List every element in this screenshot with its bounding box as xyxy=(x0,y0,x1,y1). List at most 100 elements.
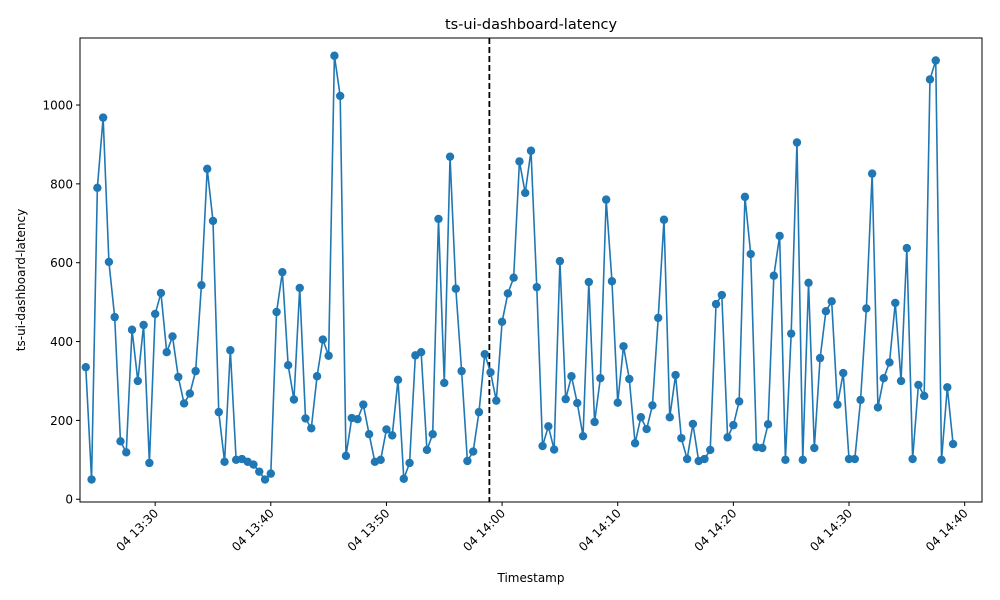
data-point xyxy=(463,456,472,466)
data-point xyxy=(509,273,518,282)
data-point xyxy=(451,284,461,293)
data-point xyxy=(492,396,501,405)
data-point xyxy=(839,368,848,378)
data-point xyxy=(810,443,819,453)
data-point xyxy=(359,400,368,409)
data-point xyxy=(538,441,547,451)
data-point xyxy=(468,447,478,456)
x-tick-label: 04 14:30 xyxy=(807,506,855,554)
data-point xyxy=(434,214,443,224)
data-point xyxy=(127,325,137,334)
data-point xyxy=(81,362,90,372)
x-tick-label: 04 13:50 xyxy=(345,506,393,554)
y-tick-label: 1000 xyxy=(42,99,73,113)
data-point xyxy=(804,278,813,288)
data-point xyxy=(168,332,177,341)
data-point xyxy=(821,307,831,316)
y-tick-label: 0 xyxy=(65,493,73,507)
y-axis-title: ts-ui-dashboard-latency xyxy=(14,209,28,351)
x-axis-title: Timestamp xyxy=(497,571,565,585)
data-point xyxy=(654,313,663,323)
x-tick-label: 04 14:40 xyxy=(923,506,971,554)
data-point xyxy=(729,420,738,430)
data-point xyxy=(445,152,455,161)
data-point xyxy=(382,425,391,434)
data-point xyxy=(301,414,310,423)
data-point xyxy=(116,437,125,446)
data-point xyxy=(393,375,403,384)
data-point xyxy=(925,75,935,84)
data-point xyxy=(220,457,229,466)
data-point xyxy=(948,439,958,449)
data-point xyxy=(584,277,594,287)
data-point xyxy=(341,451,351,461)
data-point xyxy=(474,407,484,417)
data-point xyxy=(156,288,166,298)
data-point xyxy=(648,401,657,410)
data-point xyxy=(671,370,680,380)
data-point xyxy=(260,475,270,484)
data-point xyxy=(850,454,859,464)
data-point xyxy=(515,157,524,166)
x-tick-label: 04 13:30 xyxy=(113,506,161,554)
data-point xyxy=(763,420,773,429)
data-point xyxy=(596,374,605,383)
data-point xyxy=(388,431,397,440)
data-point xyxy=(324,351,333,360)
data-point xyxy=(174,372,183,382)
data-point xyxy=(798,455,807,465)
data-point xyxy=(688,419,698,429)
data-point xyxy=(682,454,692,464)
data-point xyxy=(711,299,721,309)
data-point xyxy=(376,455,385,465)
series-layer xyxy=(81,51,958,484)
data-point xyxy=(203,164,212,174)
data-point xyxy=(867,169,877,178)
data-point xyxy=(145,458,154,468)
data-point xyxy=(98,113,108,122)
data-point xyxy=(283,361,293,370)
data-point xyxy=(440,378,449,388)
data-point xyxy=(578,431,588,441)
data-point xyxy=(549,445,559,454)
data-point xyxy=(885,358,894,367)
data-point xyxy=(769,271,779,280)
data-point xyxy=(607,277,617,286)
data-point xyxy=(896,376,906,386)
data-point xyxy=(919,391,929,401)
data-point xyxy=(943,383,952,392)
data-point xyxy=(827,297,836,306)
data-point xyxy=(208,216,218,226)
data-point xyxy=(139,320,148,330)
x-tick-label: 04 14:10 xyxy=(576,506,624,554)
data-point xyxy=(249,460,258,469)
data-point xyxy=(405,458,414,468)
data-point xyxy=(665,413,674,422)
data-point xyxy=(758,443,767,453)
data-point xyxy=(399,474,408,483)
data-point xyxy=(521,188,530,198)
x-tick-label: 04 14:00 xyxy=(460,506,508,554)
data-point xyxy=(815,353,825,363)
y-axis: 0 200 400 600 800 1000 xyxy=(42,99,80,507)
data-point xyxy=(902,243,912,253)
x-tick-label: 04 14:20 xyxy=(692,506,740,554)
data-point xyxy=(185,389,195,398)
data-point xyxy=(619,342,628,351)
data-point xyxy=(428,429,437,439)
data-point xyxy=(573,398,582,408)
data-point xyxy=(891,298,900,308)
data-point xyxy=(908,454,917,464)
data-point xyxy=(590,417,599,427)
data-point xyxy=(214,407,223,417)
data-point xyxy=(844,454,854,464)
data-point xyxy=(833,400,842,409)
data-point xyxy=(630,439,640,448)
data-point xyxy=(289,395,299,404)
data-point xyxy=(734,397,744,406)
y-tick-label: 200 xyxy=(50,414,73,428)
data-point xyxy=(93,183,102,192)
data-point xyxy=(110,312,119,322)
data-point xyxy=(197,280,206,290)
